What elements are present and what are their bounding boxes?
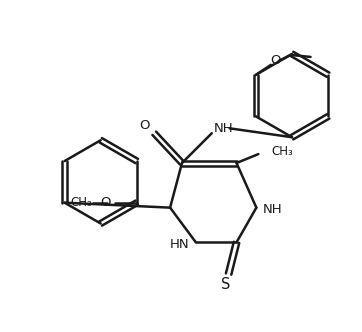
Text: O: O — [270, 54, 281, 67]
Text: HN: HN — [170, 238, 190, 251]
Text: NH: NH — [262, 203, 282, 216]
Text: CH₃: CH₃ — [271, 145, 293, 158]
Text: O: O — [101, 196, 111, 209]
Text: CH₃: CH₃ — [70, 196, 92, 209]
Text: S: S — [221, 278, 230, 292]
Text: NH: NH — [214, 122, 233, 135]
Text: O: O — [139, 119, 150, 132]
